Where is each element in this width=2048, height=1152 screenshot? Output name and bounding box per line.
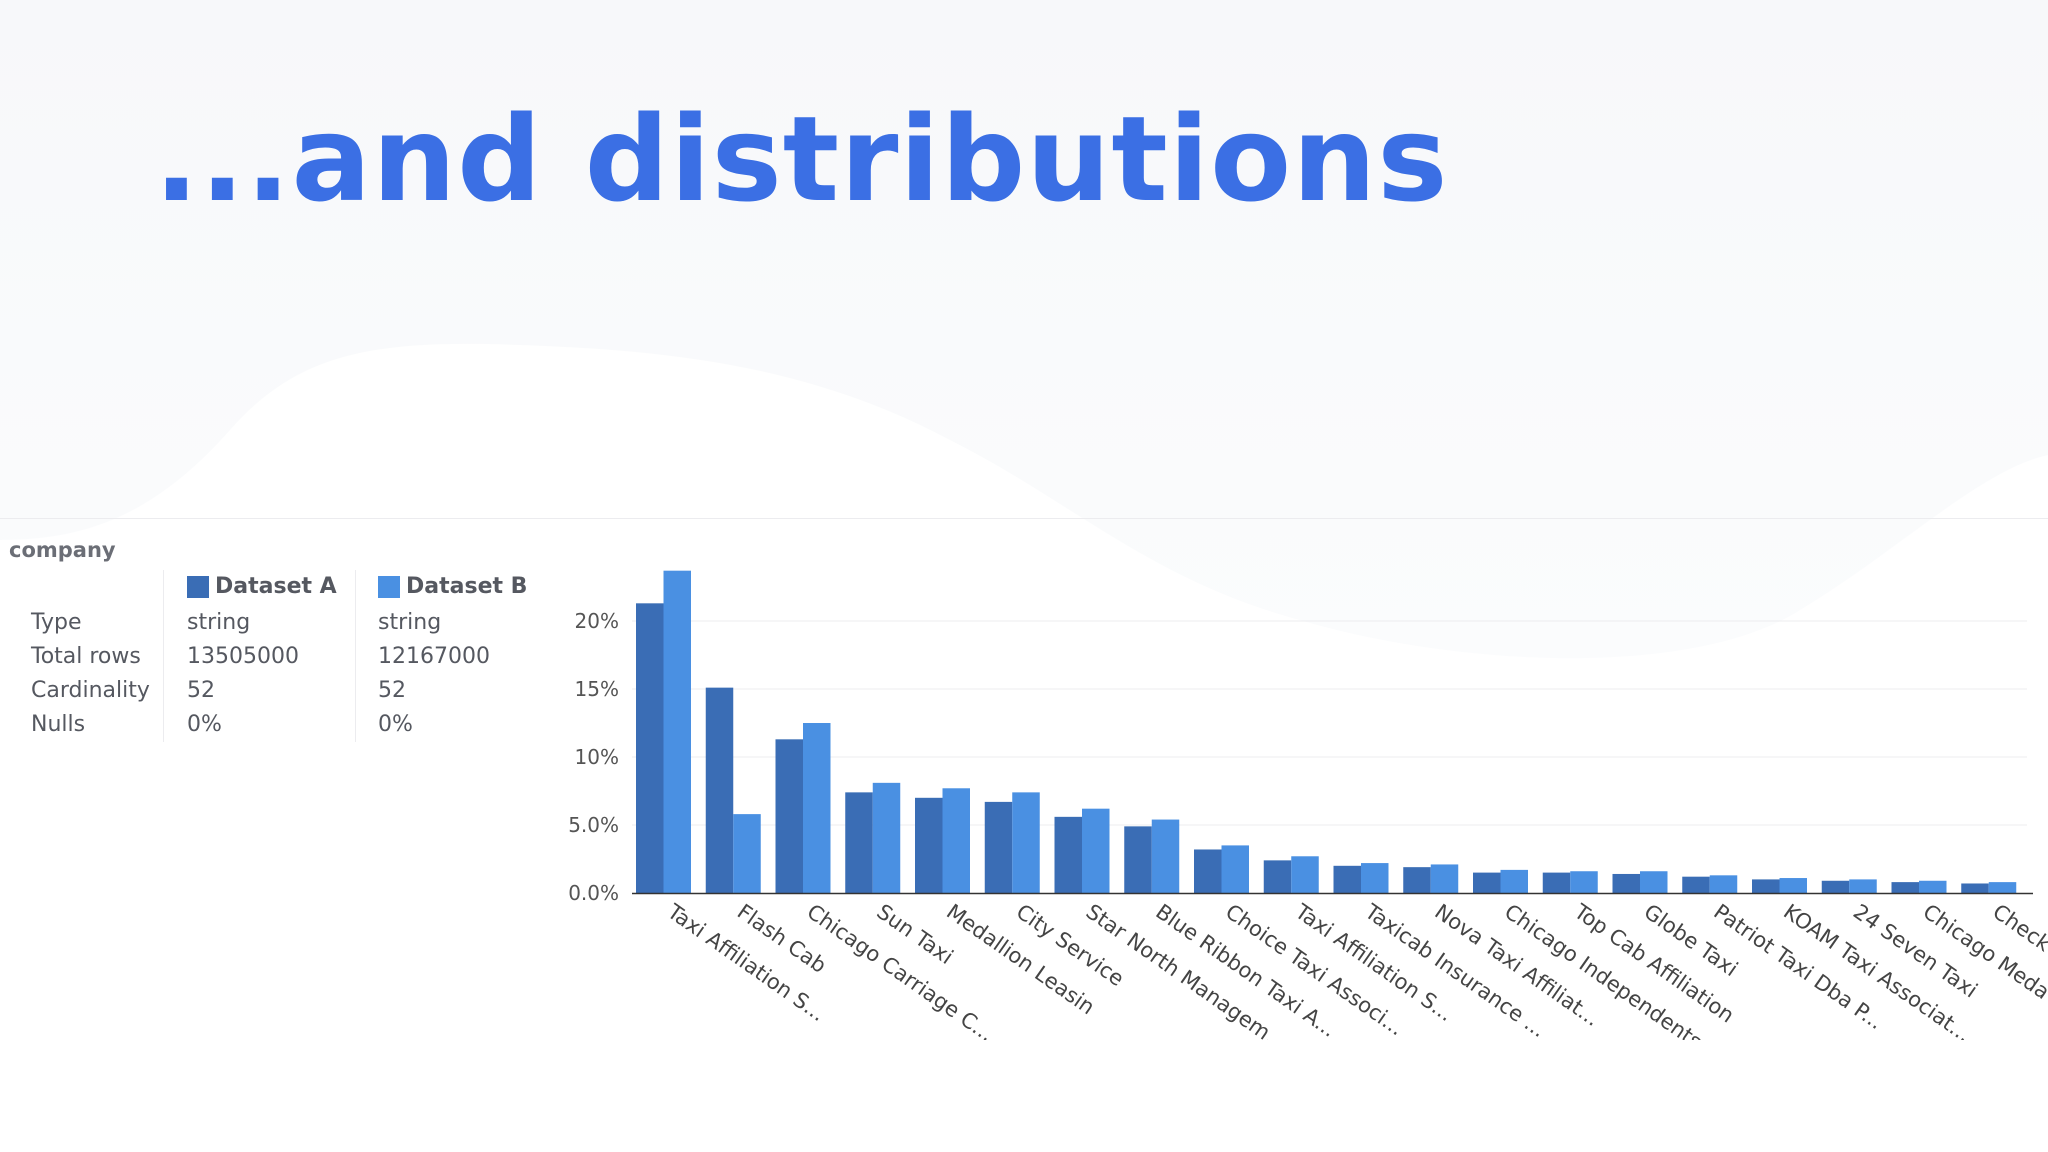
bar-dataset-b [1640,871,1668,893]
bar-dataset-b [663,570,691,893]
bar-dataset-a [1194,849,1222,893]
bar-dataset-a [984,801,1013,893]
dataset-a-nulls: 0% [187,712,222,737]
bar-dataset-b [1151,819,1180,893]
bar-dataset-b [1779,878,1807,893]
y-tick-label: 10% [575,745,619,769]
bar-dataset-a [1612,873,1640,893]
bar-dataset-b [1291,856,1319,893]
slide-title: ...and distributions [154,90,1449,228]
bar-dataset-b [1082,808,1110,893]
bar-dataset-b [1221,845,1249,893]
legend-label-b: Dataset B [406,574,528,599]
bar-dataset-b [1709,875,1738,893]
legend-dataset-a: Dataset A [187,574,337,599]
dataset-b-type: string [378,610,442,635]
bar-dataset-a [1891,882,1919,893]
section-divider [0,518,2048,519]
bar-dataset-a [1542,872,1571,893]
row-label-nulls: Nulls [31,712,86,737]
bar-dataset-b [803,723,831,893]
bar-dataset-a [775,739,803,893]
divider-line [355,570,356,742]
bar-dataset-a [1054,816,1082,893]
bar-dataset-a [1403,867,1431,893]
bar-dataset-b [1361,863,1389,893]
bar-dataset-a [705,687,734,893]
bar-dataset-b [942,788,970,893]
column-summary: company Dataset A Dataset B Type Total r… [0,538,540,758]
row-label-total-rows: Total rows [31,644,141,669]
dataset-a-type: string [187,610,251,635]
bar-dataset-a [1263,860,1292,893]
bar-dataset-b [1430,864,1459,893]
dataset-b-cardinality: 52 [378,678,406,703]
dataset-a-cardinality: 52 [187,678,215,703]
dataset-b-nulls: 0% [378,712,413,737]
row-label-cardinality: Cardinality [31,678,150,703]
y-tick-label: 5.0% [568,813,619,837]
bar-dataset-b [872,782,901,893]
bar-dataset-a [1821,880,1850,893]
bar-dataset-b [1919,880,1947,893]
bar-dataset-b [1570,871,1598,893]
bar-dataset-a [1473,872,1501,893]
dataset-b-total-rows: 12167000 [378,644,490,669]
bar-dataset-b [1012,792,1040,893]
divider-line [163,570,164,742]
distribution-bar-chart: 0.0%5.0%10%15%20%Taxi Affiliation S...Fl… [568,570,2048,1040]
bar-dataset-a [1961,883,1989,893]
bar-dataset-a [1124,826,1152,893]
bar-dataset-b [1988,882,2017,893]
bar-dataset-a [1682,876,1710,893]
y-tick-label: 15% [575,677,619,701]
legend-label-a: Dataset A [215,574,337,599]
bar-dataset-b [1849,879,1877,893]
bar-dataset-a [845,792,873,893]
bar-dataset-a [636,603,664,893]
legend-dataset-b: Dataset B [378,574,527,599]
bar-dataset-b [1500,869,1528,893]
dataset-a-total-rows: 13505000 [187,644,299,669]
column-name: company [9,538,116,562]
bar-dataset-a [1333,865,1361,893]
y-tick-label: 20% [575,609,619,633]
y-tick-label: 0.0% [568,881,619,905]
row-label-type: Type [31,610,82,635]
bar-dataset-a [1752,879,1780,893]
bar-dataset-b [733,814,761,893]
legend-swatch-a [187,575,209,598]
bar-dataset-a [915,797,943,893]
legend-swatch-b [378,575,400,598]
